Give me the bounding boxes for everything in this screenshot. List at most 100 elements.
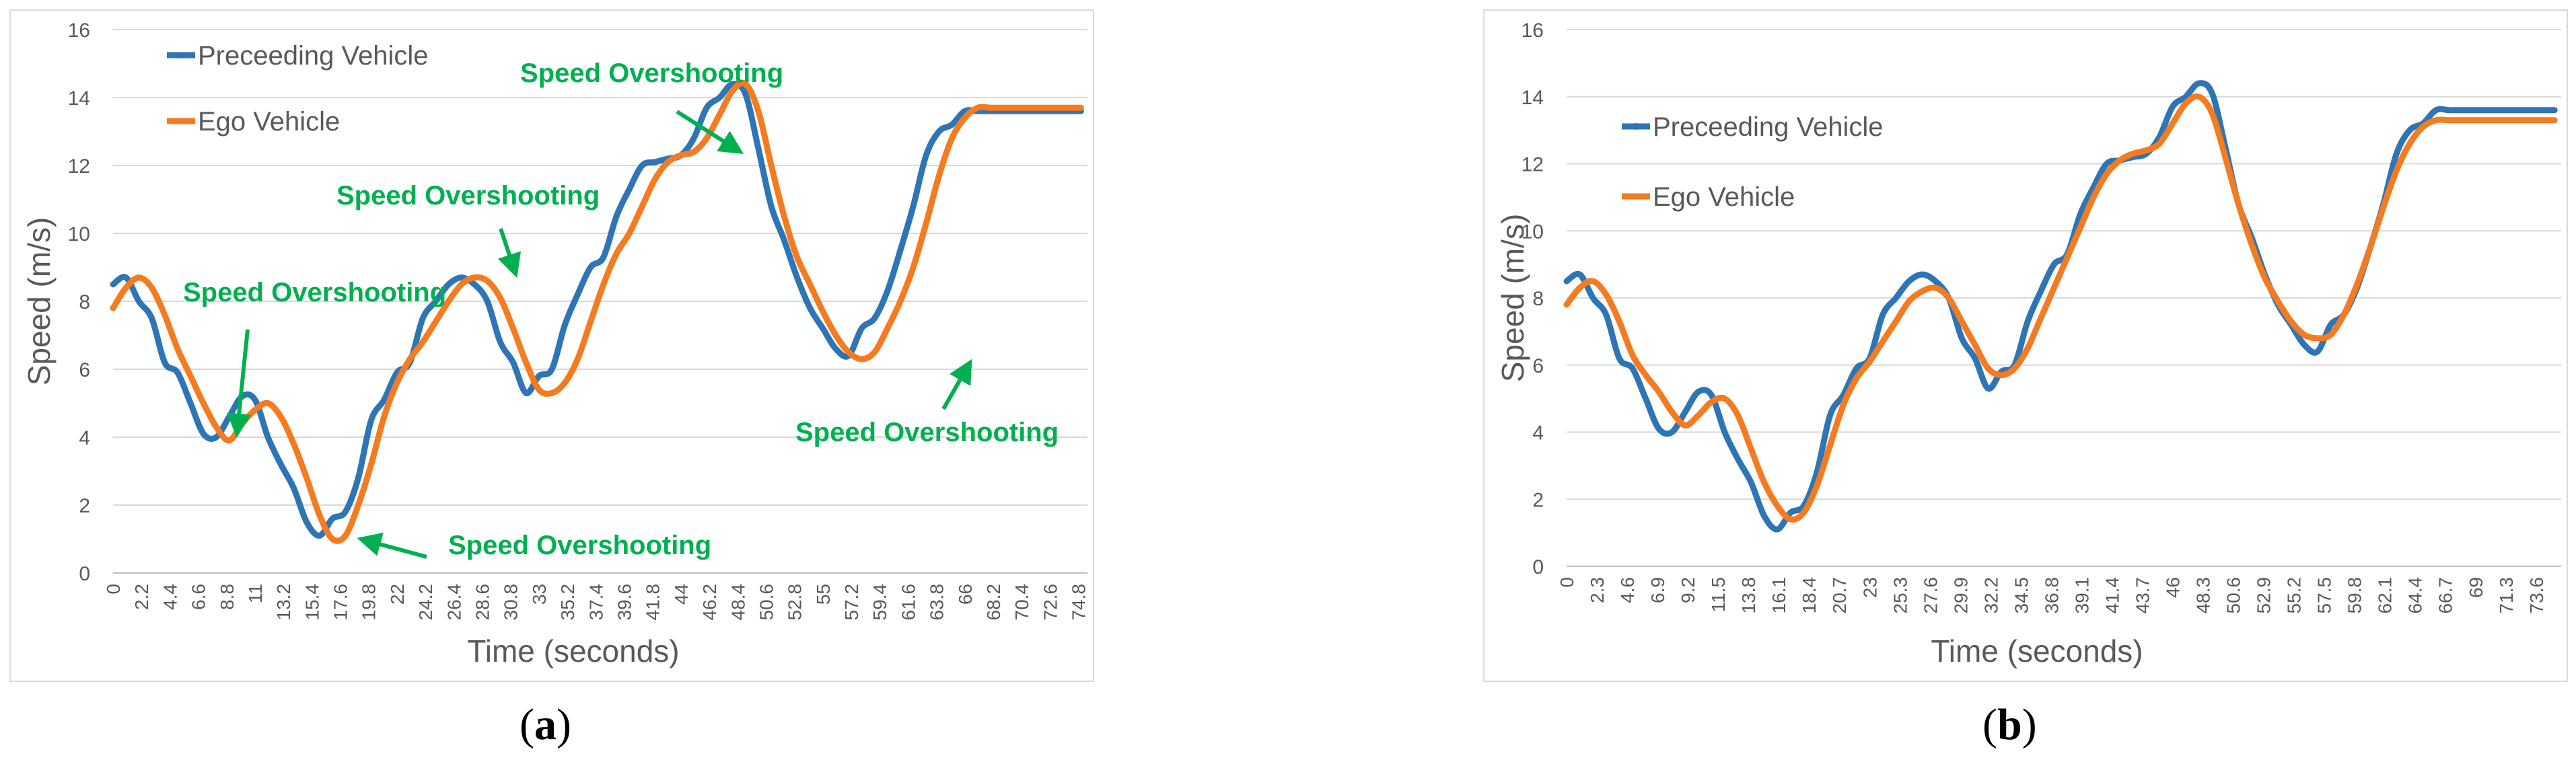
data-point-preceding <box>898 248 902 252</box>
data-point-ego <box>1801 510 1805 514</box>
data-point-preceding <box>472 282 476 286</box>
data-point-preceding <box>2302 343 2306 347</box>
data-point-preceding <box>1736 457 1740 461</box>
data-point-preceding <box>717 96 721 100</box>
data-point-ego <box>989 106 993 110</box>
x-tick-label: 50.6 <box>756 584 777 621</box>
data-point-ego <box>2540 118 2544 122</box>
y-tick-label: 0 <box>1532 556 1544 578</box>
x-tick-label: 24.2 <box>415 584 436 621</box>
data-point-ego <box>2500 118 2504 122</box>
x-tick-label: 0 <box>1557 577 1577 588</box>
x-tick-label: 39.6 <box>614 584 635 621</box>
data-point-ego <box>2026 346 2030 350</box>
data-point-ego <box>2355 282 2359 286</box>
data-point-ego <box>2065 256 2069 260</box>
data-point-preceding <box>575 293 579 297</box>
data-point-preceding <box>2460 108 2464 112</box>
data-point-ego <box>1867 360 1871 364</box>
y-tick-label: 10 <box>1522 221 1544 243</box>
data-point-preceding <box>188 402 192 405</box>
data-point-ego <box>873 350 876 354</box>
x-tick-label: 41.8 <box>643 584 664 621</box>
data-point-preceding <box>1789 510 1793 514</box>
data-point-preceding <box>924 153 928 157</box>
data-point-preceding <box>201 432 205 436</box>
data-point-preceding <box>1855 367 1859 371</box>
data-point-preceding <box>1631 367 1635 371</box>
data-point-ego <box>589 319 593 323</box>
x-tick-label: 36.8 <box>2041 577 2062 614</box>
data-point-ego <box>550 391 554 395</box>
x-tick-label: 18.4 <box>1799 577 1820 614</box>
data-point-preceding <box>950 122 954 126</box>
data-point-ego <box>163 313 167 317</box>
data-point-ego <box>2526 118 2530 122</box>
x-tick-label: 52.8 <box>785 584 806 621</box>
x-tick-label: 9.2 <box>1678 577 1698 603</box>
data-point-ego <box>408 357 412 361</box>
data-point-preceding <box>1723 430 1727 434</box>
data-point-preceding <box>1670 430 1674 434</box>
data-point-preceding <box>305 520 309 524</box>
data-point-preceding <box>911 204 915 208</box>
data-point-ego <box>744 82 748 86</box>
x-tick-label: 39.1 <box>2071 577 2092 614</box>
data-point-preceding <box>1986 387 1990 391</box>
data-point-preceding <box>382 398 386 402</box>
data-point-ego <box>2223 155 2227 159</box>
x-tick-label: 23 <box>1859 577 1880 598</box>
x-tick-label: 35.2 <box>557 584 578 621</box>
data-point-ego <box>318 513 322 517</box>
annotation-arrow <box>227 329 252 438</box>
data-point-preceding <box>214 435 218 439</box>
data-point-ego <box>1749 447 1753 451</box>
data-point-preceding <box>1762 514 1766 518</box>
data-point-preceding <box>537 374 541 378</box>
data-point-preceding <box>2552 108 2556 112</box>
data-point-ego <box>1789 517 1793 521</box>
data-point-ego <box>2184 102 2188 106</box>
x-axis-title: Time (seconds) <box>467 634 679 668</box>
data-point-preceding <box>124 276 128 280</box>
x-tick-label: 72.6 <box>1040 584 1061 621</box>
x-tick-label: 17.6 <box>330 584 351 621</box>
data-point-ego <box>575 357 579 361</box>
y-tick-label: 6 <box>79 359 90 381</box>
data-point-preceding <box>460 276 464 280</box>
x-tick-label: 41.4 <box>2102 577 2122 614</box>
x-tick-label: 33 <box>529 584 550 605</box>
data-point-preceding <box>2513 108 2517 112</box>
data-point-ego <box>1079 106 1083 110</box>
data-point-preceding <box>2328 323 2332 327</box>
data-point-preceding <box>834 347 838 351</box>
chart-panel-a: 0 2 4 6 8 10 12 14 16 0 2.2 4.4 6.6 8.8 11 13.2 15.4 17.6… <box>9 9 1094 682</box>
annotation-label: Speed Overshooting <box>795 418 1059 447</box>
x-tick-label: 30.8 <box>501 584 522 621</box>
x-tick-label: 66 <box>955 584 976 605</box>
x-tick-label: 34.5 <box>2011 577 2032 614</box>
data-point-ego <box>2236 202 2240 206</box>
data-point-ego <box>1631 353 1635 357</box>
legend-label-ego: Ego Vehicle <box>198 107 340 137</box>
data-point-ego <box>2302 333 2306 337</box>
data-point-ego <box>666 160 670 164</box>
legend-marker-preceding <box>1633 123 1639 130</box>
data-point-preceding <box>137 299 141 303</box>
data-point-ego <box>2105 172 2109 176</box>
data-point-ego <box>911 266 915 269</box>
data-point-ego <box>1921 289 1925 293</box>
x-tick-label: 13.8 <box>1738 577 1759 614</box>
data-point-preceding <box>498 340 502 344</box>
x-tick-label: 52.9 <box>2254 577 2275 614</box>
data-point-preceding <box>434 299 437 303</box>
x-tick-label: 6.6 <box>188 584 209 610</box>
data-point-preceding <box>2184 95 2188 99</box>
data-point-preceding <box>2486 108 2491 112</box>
data-point-ego <box>1028 106 1032 110</box>
data-point-ego <box>2460 118 2464 122</box>
data-point-ego <box>1683 424 1687 427</box>
data-point-preceding <box>253 398 257 402</box>
data-point-ego <box>434 319 437 323</box>
data-point-preceding <box>356 476 360 480</box>
